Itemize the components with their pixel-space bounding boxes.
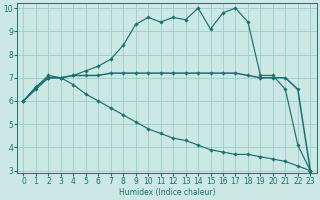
X-axis label: Humidex (Indice chaleur): Humidex (Indice chaleur) [119, 188, 215, 197]
